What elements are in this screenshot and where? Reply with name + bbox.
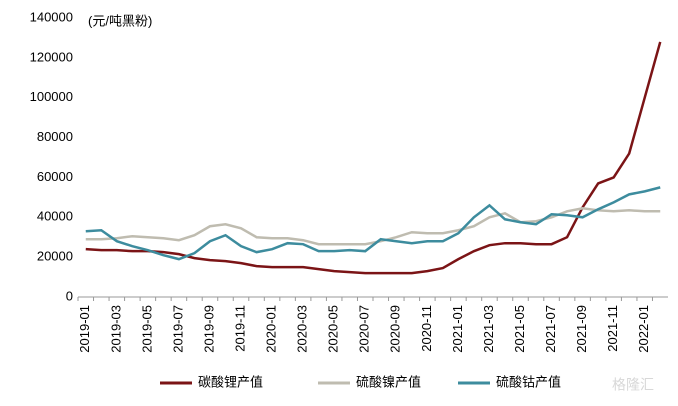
- x-tick-label: 2021-01: [450, 305, 465, 353]
- series-line: [85, 207, 661, 246]
- series-line: [85, 186, 661, 261]
- x-tick-label: 2019-01: [77, 305, 92, 353]
- series-line: [85, 41, 662, 275]
- x-tick-label: 2019-03: [108, 305, 123, 353]
- y-tick-label: 0: [66, 288, 73, 303]
- x-tick-label: 2021-07: [543, 305, 558, 353]
- y-tick-label: 80000: [37, 129, 73, 144]
- y-tick-label: 20000: [37, 249, 73, 264]
- x-tick-label: 2020-11: [419, 305, 434, 352]
- y-tick-label: 100000: [30, 89, 73, 104]
- x-tick-label: 2019-11: [232, 305, 247, 352]
- x-tick-label: 2020-05: [326, 305, 341, 353]
- legend-label: 硫酸钴产值: [496, 374, 561, 389]
- y-tick-label: 40000: [37, 209, 73, 224]
- watermark: 格隆汇: [612, 377, 654, 393]
- x-tick-label: 2021-09: [574, 305, 589, 353]
- x-tick-label: 2021-11: [605, 305, 620, 352]
- x-tick-label: 2019-07: [170, 305, 185, 353]
- y-tick-label: 120000: [30, 49, 73, 64]
- x-tick-label: 2020-03: [295, 305, 310, 353]
- x-tick-label: 2019-05: [139, 305, 154, 353]
- x-tick-label: 2020-07: [357, 305, 372, 353]
- legend-label: 硫酸镍产值: [356, 374, 421, 389]
- x-tick-label: 2020-01: [264, 305, 279, 353]
- legend-label: 碳酸锂产值: [198, 374, 263, 389]
- x-tick-label: 2020-09: [388, 305, 403, 353]
- y-tick-label: 60000: [37, 169, 73, 184]
- y-tick-label: 140000: [30, 9, 73, 24]
- x-tick-label: 2019-09: [201, 305, 216, 353]
- x-tick-label: 2021-03: [481, 305, 496, 353]
- x-tick-label: 2022-01: [636, 305, 651, 353]
- x-tick-label: 2021-05: [512, 305, 527, 353]
- unit-annotation: (元/吨黑粉): [88, 13, 152, 28]
